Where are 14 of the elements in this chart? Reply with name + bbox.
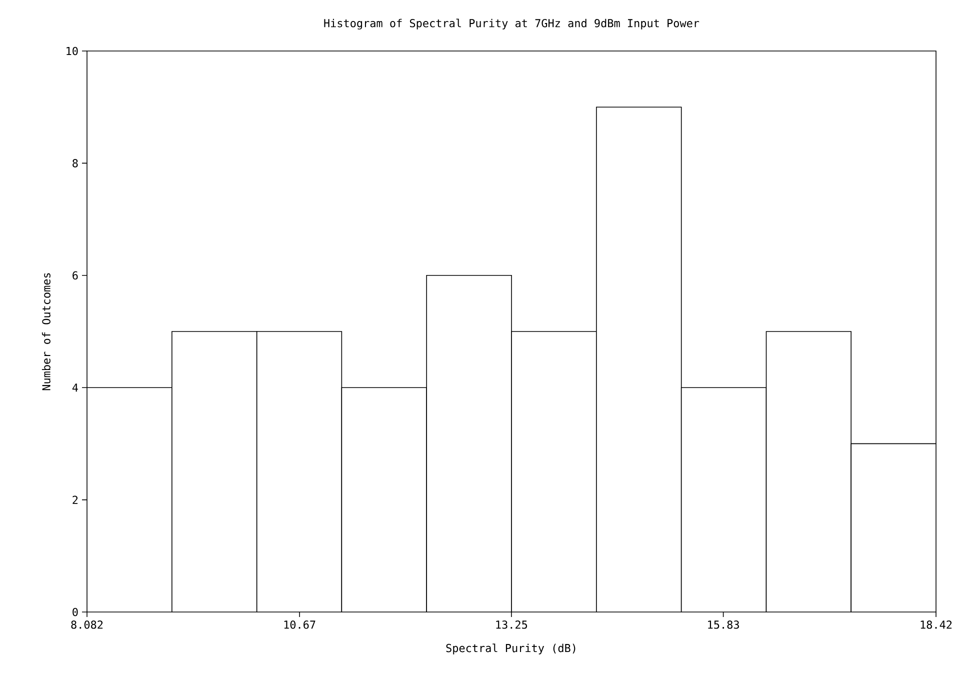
y-tick-label: 10 [66,46,78,56]
y-tick-label: 2 [72,496,78,504]
x-tick-label: 8.082 [71,620,103,629]
y-tick-label: 8 [72,159,78,168]
x-tick-label: 13.25 [496,620,528,629]
y-tick-label: 0 [72,608,78,616]
x-tick-label: 10.67 [284,620,316,629]
x-tick-label: 15.83 [708,620,739,629]
chart-title: Histogram of Spectral Purity at 7GHz and 9dBm Input Power [324,18,700,30]
y-axis-title: Number of Outcomes [42,273,50,390]
x-axis-title: Spectral Purity (dB) [446,644,576,654]
y-tick-label: 6 [72,271,78,280]
x-tick-label: 18.42 [920,620,952,629]
y-tick-label: 4 [72,384,78,392]
